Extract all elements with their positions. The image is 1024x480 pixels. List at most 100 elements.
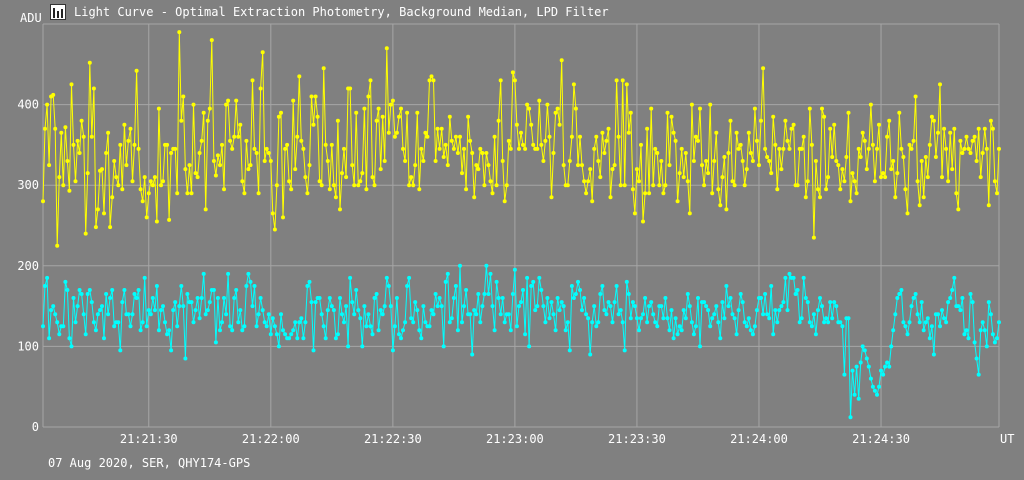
- data-point: [559, 300, 564, 305]
- data-point: [984, 344, 989, 349]
- data-point: [126, 312, 131, 317]
- data-point: [43, 284, 47, 288]
- data-point: [309, 94, 314, 99]
- data-point: [185, 292, 190, 296]
- data-point: [303, 175, 308, 180]
- data-point: [744, 167, 749, 172]
- data-point: [289, 332, 294, 337]
- data-point: [317, 179, 322, 184]
- data-point: [270, 211, 275, 216]
- data-point: [673, 138, 678, 143]
- data-point: [614, 78, 619, 83]
- data-point: [462, 304, 466, 309]
- series-layer: [41, 30, 1001, 420]
- data-point: [134, 296, 139, 300]
- data-point: [677, 171, 682, 176]
- data-point: [71, 296, 76, 300]
- data-point: [77, 151, 82, 155]
- data-point: [102, 336, 106, 341]
- data-point: [765, 155, 770, 159]
- data-point: [757, 163, 761, 168]
- data-point: [344, 304, 349, 309]
- data-point: [620, 78, 625, 83]
- data-point: [582, 179, 587, 184]
- data-point: [563, 328, 568, 333]
- data-point: [321, 66, 326, 71]
- data-point: [362, 304, 367, 309]
- x-tick-label: 21:23:30: [608, 432, 666, 446]
- data-point: [472, 308, 477, 313]
- data-point: [805, 179, 810, 184]
- data-point: [551, 312, 556, 317]
- chart-app-icon[interactable]: [50, 4, 66, 20]
- data-point: [209, 38, 214, 43]
- data-point: [773, 308, 778, 313]
- data-point: [893, 195, 898, 200]
- data-point: [714, 304, 719, 309]
- data-point: [938, 324, 942, 329]
- data-point: [388, 102, 393, 107]
- data-point: [944, 320, 949, 325]
- data-point: [413, 300, 418, 305]
- data-point: [923, 320, 928, 325]
- data-point: [248, 279, 253, 284]
- data-point: [116, 183, 121, 188]
- grid: [42, 23, 1000, 428]
- data-point: [639, 316, 643, 321]
- series-cyan: [41, 263, 1001, 420]
- data-point: [262, 320, 267, 325]
- data-point: [417, 328, 422, 333]
- data-point: [775, 320, 780, 325]
- data-point: [301, 146, 306, 151]
- data-point: [191, 320, 196, 325]
- data-point: [840, 324, 845, 329]
- data-point: [167, 217, 172, 222]
- data-point: [785, 138, 790, 143]
- data-point: [738, 142, 743, 147]
- data-point: [85, 292, 90, 296]
- data-point: [822, 320, 827, 325]
- data-point: [171, 308, 176, 313]
- data-point: [838, 320, 843, 325]
- data-point: [144, 324, 149, 329]
- data-point: [541, 159, 546, 163]
- data-point: [919, 300, 924, 305]
- data-point: [104, 151, 109, 155]
- data-point: [612, 163, 617, 168]
- data-point: [698, 106, 702, 111]
- data-point: [148, 179, 153, 184]
- data-point: [173, 146, 178, 151]
- data-point: [309, 300, 314, 305]
- data-point: [883, 175, 888, 180]
- data-point: [846, 316, 851, 321]
- data-point: [907, 320, 912, 325]
- series-line: [42, 32, 1000, 246]
- data-point: [598, 292, 603, 296]
- data-point: [763, 292, 768, 296]
- data-point: [287, 336, 292, 341]
- data-point: [946, 179, 951, 184]
- data-point: [622, 183, 627, 188]
- data-point: [132, 142, 137, 147]
- data-point: [321, 324, 326, 329]
- data-point: [600, 284, 605, 288]
- data-point: [842, 179, 847, 184]
- data-point: [700, 163, 704, 168]
- data-point: [940, 175, 944, 180]
- data-point: [470, 151, 475, 155]
- data-point: [716, 187, 721, 192]
- data-point: [911, 138, 916, 143]
- data-point: [354, 110, 359, 115]
- data-point: [368, 78, 373, 83]
- data-point: [480, 304, 485, 309]
- data-point: [327, 296, 332, 300]
- data-point: [881, 372, 886, 377]
- data-point: [69, 344, 74, 349]
- data-point: [972, 134, 977, 139]
- data-point: [702, 183, 707, 188]
- data-point: [486, 163, 491, 168]
- data-point: [122, 288, 127, 292]
- data-point: [976, 126, 981, 131]
- data-point: [555, 106, 560, 111]
- data-point: [453, 134, 458, 139]
